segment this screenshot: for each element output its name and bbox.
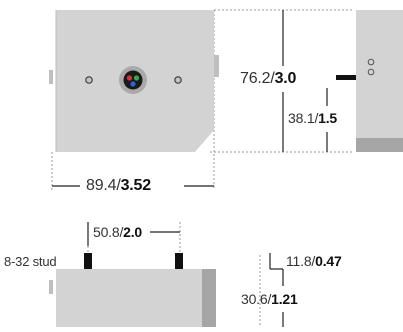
right-mount-tab	[214, 55, 219, 77]
left-screw-icon	[85, 76, 93, 84]
stud-spacing-label: 50.8/2.0	[93, 224, 143, 240]
side-housing	[356, 10, 403, 152]
rgb-led-icon	[123, 70, 143, 90]
side-housing-base	[356, 138, 403, 152]
bottom-dimension-lines	[87, 222, 284, 327]
stud-height-label: 11.8/0.47	[286, 253, 342, 269]
front-view	[49, 10, 219, 152]
side-screw-bottom-icon	[367, 68, 375, 76]
right-screw-icon	[174, 76, 182, 84]
side-screw-top-icon	[367, 58, 375, 66]
stud-label: 8-32 stud	[4, 254, 57, 269]
bottom-mount-tab	[49, 280, 53, 294]
width-dimension-label: 89.4/3.52	[86, 177, 151, 194]
depth-dimension-label: 30.6/1.21	[241, 291, 298, 307]
stud-right	[175, 253, 183, 269]
led-dimension-label: 38.1/1.5	[288, 110, 338, 126]
front-dimension-lines	[52, 10, 328, 187]
bottom-view	[49, 253, 216, 327]
stud-left	[84, 253, 92, 269]
left-mount-tab	[49, 70, 53, 84]
bottom-housing	[56, 269, 216, 327]
side-stud	[336, 75, 356, 80]
height-dimension-label: 76.2/3.0	[240, 70, 297, 87]
side-view	[336, 10, 403, 152]
bottom-housing-edge	[202, 269, 216, 327]
